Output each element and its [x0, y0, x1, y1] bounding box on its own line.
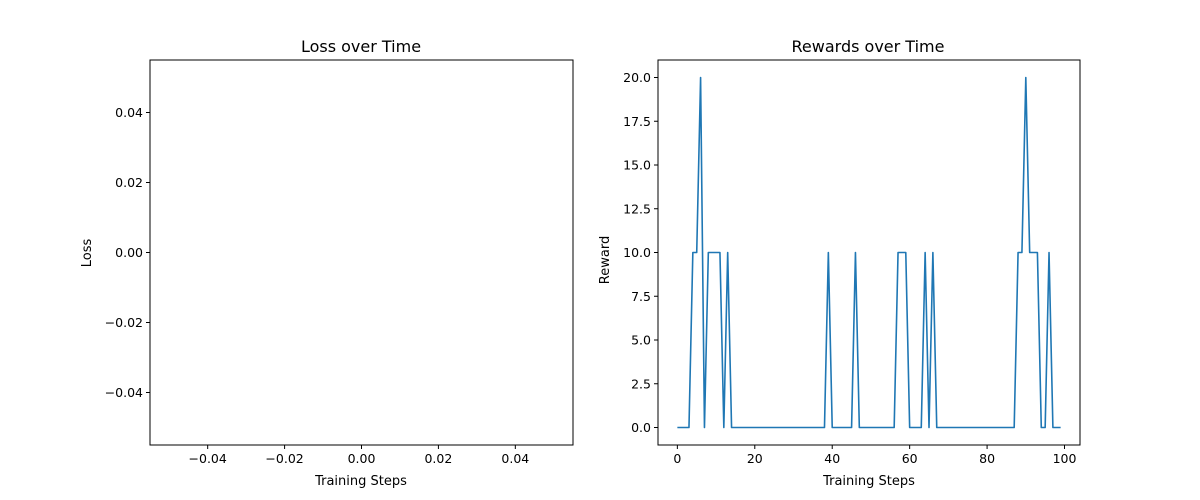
loss-chart-ytick-label: 0.04 — [115, 105, 143, 120]
rewards-chart-ytick-label: 10.0 — [623, 245, 651, 260]
rewards-chart-xtick-label: 100 — [1053, 451, 1077, 466]
rewards-chart-ylabel: Reward — [598, 236, 613, 284]
rewards-chart-ticks: 0 20 40 60 80 100 0.0 2.5 5.0 7.5 10.0 12.5 15.0 17.5… — [623, 70, 1076, 466]
loss-chart-xtick-label: 0.04 — [501, 451, 529, 466]
loss-chart-xlabel: Training Steps — [314, 474, 407, 489]
rewards-chart-ytick-label: 7.5 — [631, 289, 651, 304]
loss-chart-ylabel: Loss — [80, 239, 95, 268]
rewards-chart-ytick-label: 12.5 — [623, 201, 651, 216]
loss-chart-frame — [149, 59, 574, 446]
rewards-chart-ytick-label: 2.5 — [631, 376, 651, 391]
loss-chart-ytick-label: −0.04 — [105, 385, 143, 400]
rewards-chart-frame — [657, 59, 1081, 446]
rewards-chart-xtick-label: 20 — [747, 451, 763, 466]
rewards-chart-ytick-label: 5.0 — [631, 333, 651, 348]
rewards-chart-xtick-label: 60 — [902, 451, 918, 466]
rewards-chart-xtick-label: 80 — [979, 451, 995, 466]
loss-chart: Loss over Time −0.04 −0.02 0.00 0.02 0.04−0.… — [80, 37, 574, 489]
rewards-chart-ytick-label: 15.0 — [623, 158, 651, 173]
rewards-chart-title: Rewards over Time — [792, 37, 945, 56]
rewards-chart-ytick-label: 20.0 — [623, 70, 651, 85]
loss-chart-ytick-label: −0.02 — [105, 315, 143, 330]
loss-chart-title: Loss over Time — [301, 37, 421, 56]
loss-chart-ytick-label: 0.02 — [115, 175, 143, 190]
loss-chart-xtick-label: −0.04 — [189, 451, 227, 466]
loss-chart-xtick-label: 0.00 — [348, 451, 376, 466]
rewards-chart-xtick-label: 40 — [824, 451, 840, 466]
rewards-chart-xlabel: Training Steps — [822, 474, 915, 489]
rewards-chart: Rewards over Time 0 20 40 60 80 100 0.0 2.5 5.0 7… — [598, 37, 1081, 489]
rewards-chart-xtick-label: 0 — [673, 451, 681, 466]
loss-chart-ytick-label: 0.00 — [115, 245, 143, 260]
loss-chart-xtick-label: −0.02 — [265, 451, 303, 466]
rewards-chart-lines — [677, 76, 1061, 429]
rewards-chart-ytick-label: 17.5 — [623, 114, 651, 129]
rewards-chart-series-line-0 — [677, 76, 1061, 429]
loss-chart-xtick-label: 0.02 — [424, 451, 452, 466]
rewards-chart-ytick-label: 0.0 — [631, 420, 651, 435]
loss-chart-ticks: −0.04 −0.02 0.00 0.02 0.04 −0.04 −0.02 0.00 0.02… — [105, 105, 530, 466]
